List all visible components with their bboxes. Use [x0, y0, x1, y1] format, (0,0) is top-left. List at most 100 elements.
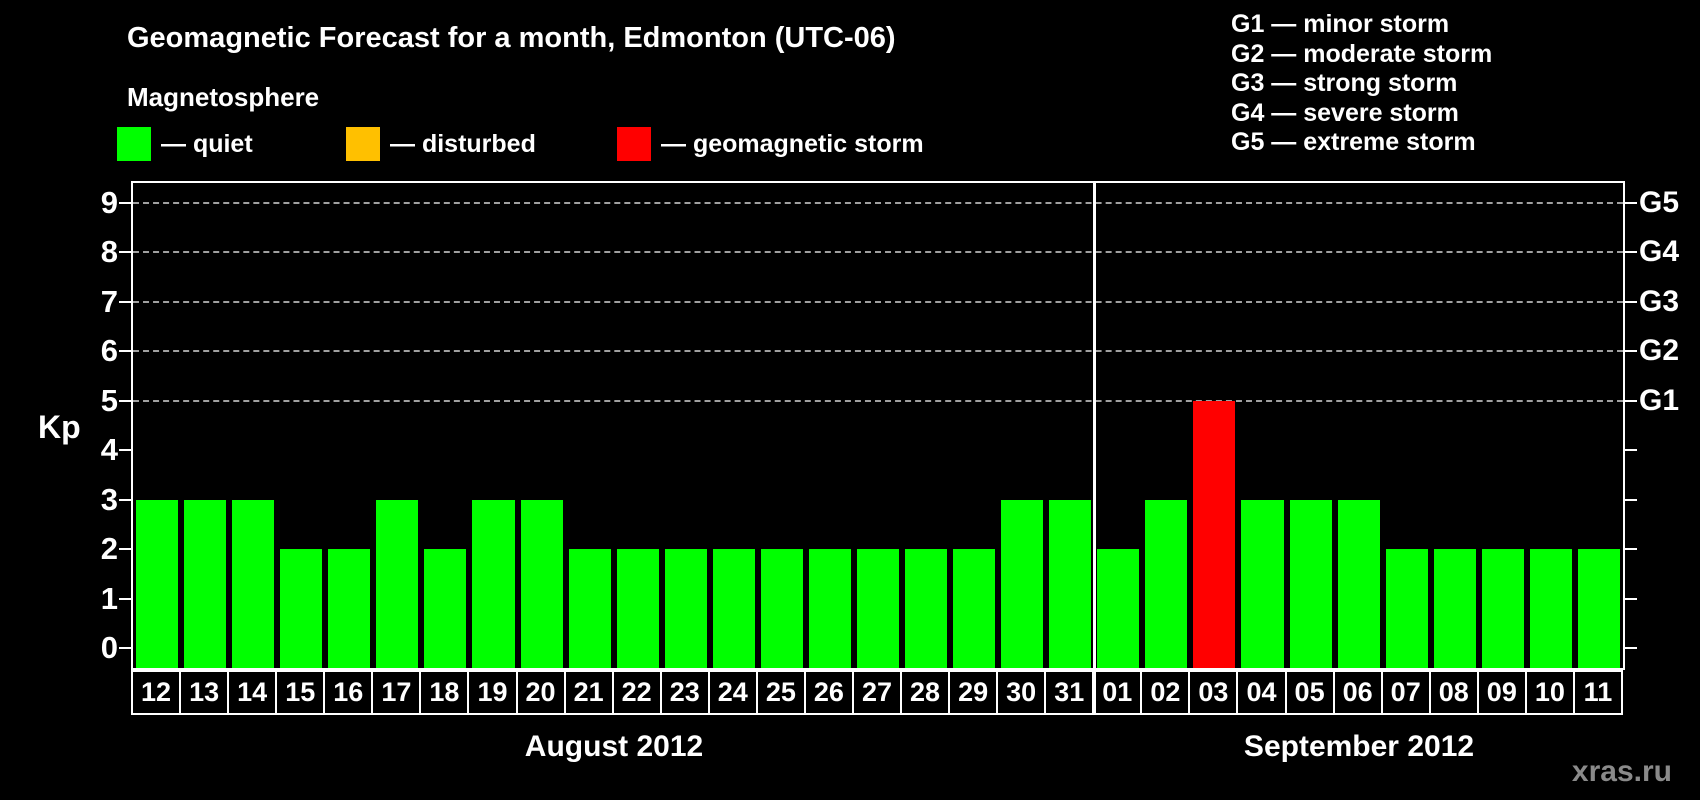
y-axis-tick-right-4 [1625, 449, 1637, 452]
y-axis-tick-left-0 [119, 647, 131, 650]
disturbed-color-swatch [346, 127, 380, 161]
y-tick-label-5: 5 [100, 382, 118, 418]
x-axis-month-label-august: August 2012 [524, 730, 704, 763]
kp-bar-day-19 [472, 499, 515, 668]
kp-bar-day-01 [1097, 549, 1140, 668]
kp-bar-day-17 [376, 499, 419, 668]
y-tick-label-1: 1 [100, 580, 118, 616]
y-axis-tick-left-7 [119, 300, 131, 303]
gridline-kp9 [133, 201, 1623, 204]
kp-bar-day-14 [232, 499, 275, 668]
y-axis-label: Kp [38, 409, 81, 445]
kp-bar-day-12 [136, 499, 179, 668]
y-tick-label-2: 2 [100, 531, 118, 567]
storm-scale-legend-line: G2 — moderate storm [1231, 39, 1493, 68]
kp-bar-day-13 [184, 499, 227, 668]
kp-bar-day-20 [520, 499, 563, 668]
g-scale-label-g5: G5 [1639, 185, 1680, 219]
kp-bar-day-06 [1337, 499, 1380, 668]
day-label-17: 17 [371, 670, 420, 715]
legend-item-label: — disturbed [390, 130, 536, 158]
day-label-03: 03 [1188, 670, 1237, 715]
day-label-29: 29 [948, 670, 997, 715]
day-label-05: 05 [1284, 670, 1333, 715]
day-label-25: 25 [755, 670, 804, 715]
storm-scale-legend-line: G3 — strong storm [1231, 69, 1458, 98]
y-axis-tick-left-2 [119, 548, 131, 551]
day-label-07: 07 [1380, 670, 1429, 715]
day-label-15: 15 [275, 670, 324, 715]
kp-bar-day-03 [1193, 400, 1236, 668]
y-axis-tick-left-1 [119, 597, 131, 600]
day-label-19: 19 [467, 670, 516, 715]
kp-bar-day-07 [1385, 549, 1428, 668]
storm-scale-legend-line: G4 — severe storm [1231, 98, 1459, 127]
day-label-13: 13 [179, 670, 228, 715]
kp-bar-day-05 [1289, 499, 1332, 668]
day-label-18: 18 [419, 670, 468, 715]
g-scale-label-g4: G4 [1639, 235, 1680, 269]
y-axis-tick-right-6 [1625, 350, 1637, 353]
day-label-10: 10 [1524, 670, 1573, 715]
kp-bar-day-29 [953, 549, 996, 668]
kp-bar-day-23 [664, 549, 707, 668]
y-axis-tick-left-3 [119, 498, 131, 501]
g-scale-label-g2: G2 [1639, 334, 1680, 368]
kp-bar-day-04 [1241, 499, 1284, 668]
y-axis-tick-left-4 [119, 449, 131, 452]
y-axis-tick-right-5 [1625, 399, 1637, 402]
y-axis-tick-right-1 [1625, 597, 1637, 600]
day-label-23: 23 [659, 670, 708, 715]
day-label-14: 14 [227, 670, 276, 715]
kp-bar-day-24 [712, 549, 755, 668]
day-label-09: 09 [1476, 670, 1525, 715]
kp-bar-day-30 [1001, 499, 1044, 668]
y-tick-label-6: 6 [100, 333, 118, 369]
day-label-27: 27 [851, 670, 901, 715]
kp-bar-day-26 [808, 549, 851, 668]
kp-bar-day-11 [1577, 549, 1620, 668]
watermark: xras.ru [1571, 755, 1672, 788]
day-label-30: 30 [996, 670, 1045, 715]
kp-bar-day-16 [328, 549, 371, 668]
kp-bar-day-15 [280, 549, 323, 668]
day-label-06: 06 [1332, 670, 1381, 715]
day-label-28: 28 [900, 670, 949, 715]
storm-color-swatch [617, 127, 651, 161]
y-axis-tick-right-9 [1625, 201, 1637, 204]
kp-bar-day-18 [424, 549, 467, 668]
gridline-kp6 [133, 350, 1623, 353]
x-axis-month-label-september: September 2012 [1243, 730, 1475, 763]
gridline-kp8 [133, 251, 1623, 254]
y-tick-label-8: 8 [100, 234, 118, 270]
kp-bar-day-08 [1433, 549, 1476, 668]
kp-bar-day-02 [1145, 499, 1188, 668]
day-label-26: 26 [803, 670, 852, 715]
kp-bar-day-28 [905, 549, 948, 668]
day-label-11: 11 [1572, 670, 1623, 715]
kp-bar-day-31 [1049, 499, 1092, 668]
kp-bar-day-21 [568, 549, 611, 668]
plot-area [131, 181, 1625, 670]
storm-scale-legend: G1 — minor storm G2 — moderate storm G3 … [1231, 10, 1492, 158]
storm-scale-legend-line: G1 — minor storm [1231, 10, 1450, 38]
y-axis-tick-right-2 [1625, 548, 1637, 551]
month-separator-line [1092, 183, 1096, 715]
y-tick-label-7: 7 [100, 283, 118, 319]
y-tick-label-3: 3 [100, 481, 118, 517]
kp-bar-day-22 [616, 549, 659, 668]
day-axis-row: 12 13 14 15 16 17 18 19 20 21 22 23 24 25 26 27 28 29 30 31… [131, 670, 1625, 715]
day-label-22: 22 [611, 670, 660, 715]
y-axis-tick-left-6 [119, 350, 131, 353]
y-axis-tick-right-0 [1625, 647, 1637, 650]
y-axis-tick-left-8 [119, 251, 131, 254]
y-tick-label-0: 0 [100, 630, 118, 666]
day-label-12: 12 [131, 670, 180, 715]
day-label-01: 01 [1092, 670, 1141, 715]
day-label-16: 16 [323, 670, 372, 715]
day-label-02: 02 [1140, 670, 1189, 715]
day-label-31: 31 [1044, 670, 1093, 715]
g-scale-label-g1: G1 [1639, 383, 1680, 417]
y-axis-tick-left-5 [119, 399, 131, 402]
